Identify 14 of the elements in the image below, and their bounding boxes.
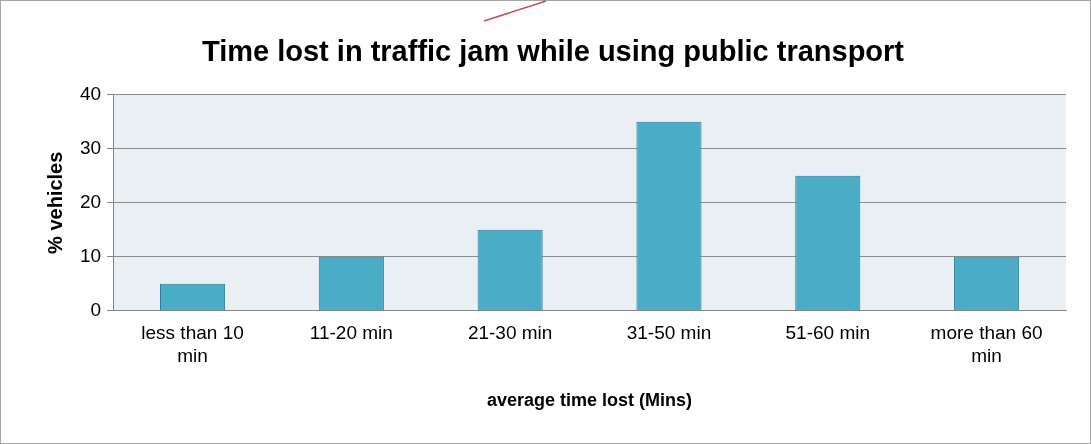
x-tick-label: 21-30 min bbox=[467, 322, 553, 344]
x-axis-title: average time lost (Mins) bbox=[487, 390, 693, 411]
y-tick-label: 0 bbox=[90, 299, 102, 321]
y-tick-label: 30 bbox=[79, 137, 102, 159]
x-tick-label: less than 10 min bbox=[141, 322, 244, 367]
x-tick-label: 31-50 min bbox=[626, 322, 712, 344]
y-tick-label: 20 bbox=[79, 191, 102, 213]
x-tick-label: more than 60 min bbox=[930, 322, 1043, 367]
x-tick-label: 51-60 min bbox=[785, 322, 871, 344]
y-axis-title: % vehicles bbox=[43, 151, 66, 254]
chart-title: Time lost in traffic jam while using public transport bbox=[201, 35, 905, 68]
x-tick-label: 11-20 min bbox=[309, 322, 393, 344]
y-tick-label: 40 bbox=[79, 83, 102, 105]
y-tick-label: 10 bbox=[79, 245, 102, 267]
